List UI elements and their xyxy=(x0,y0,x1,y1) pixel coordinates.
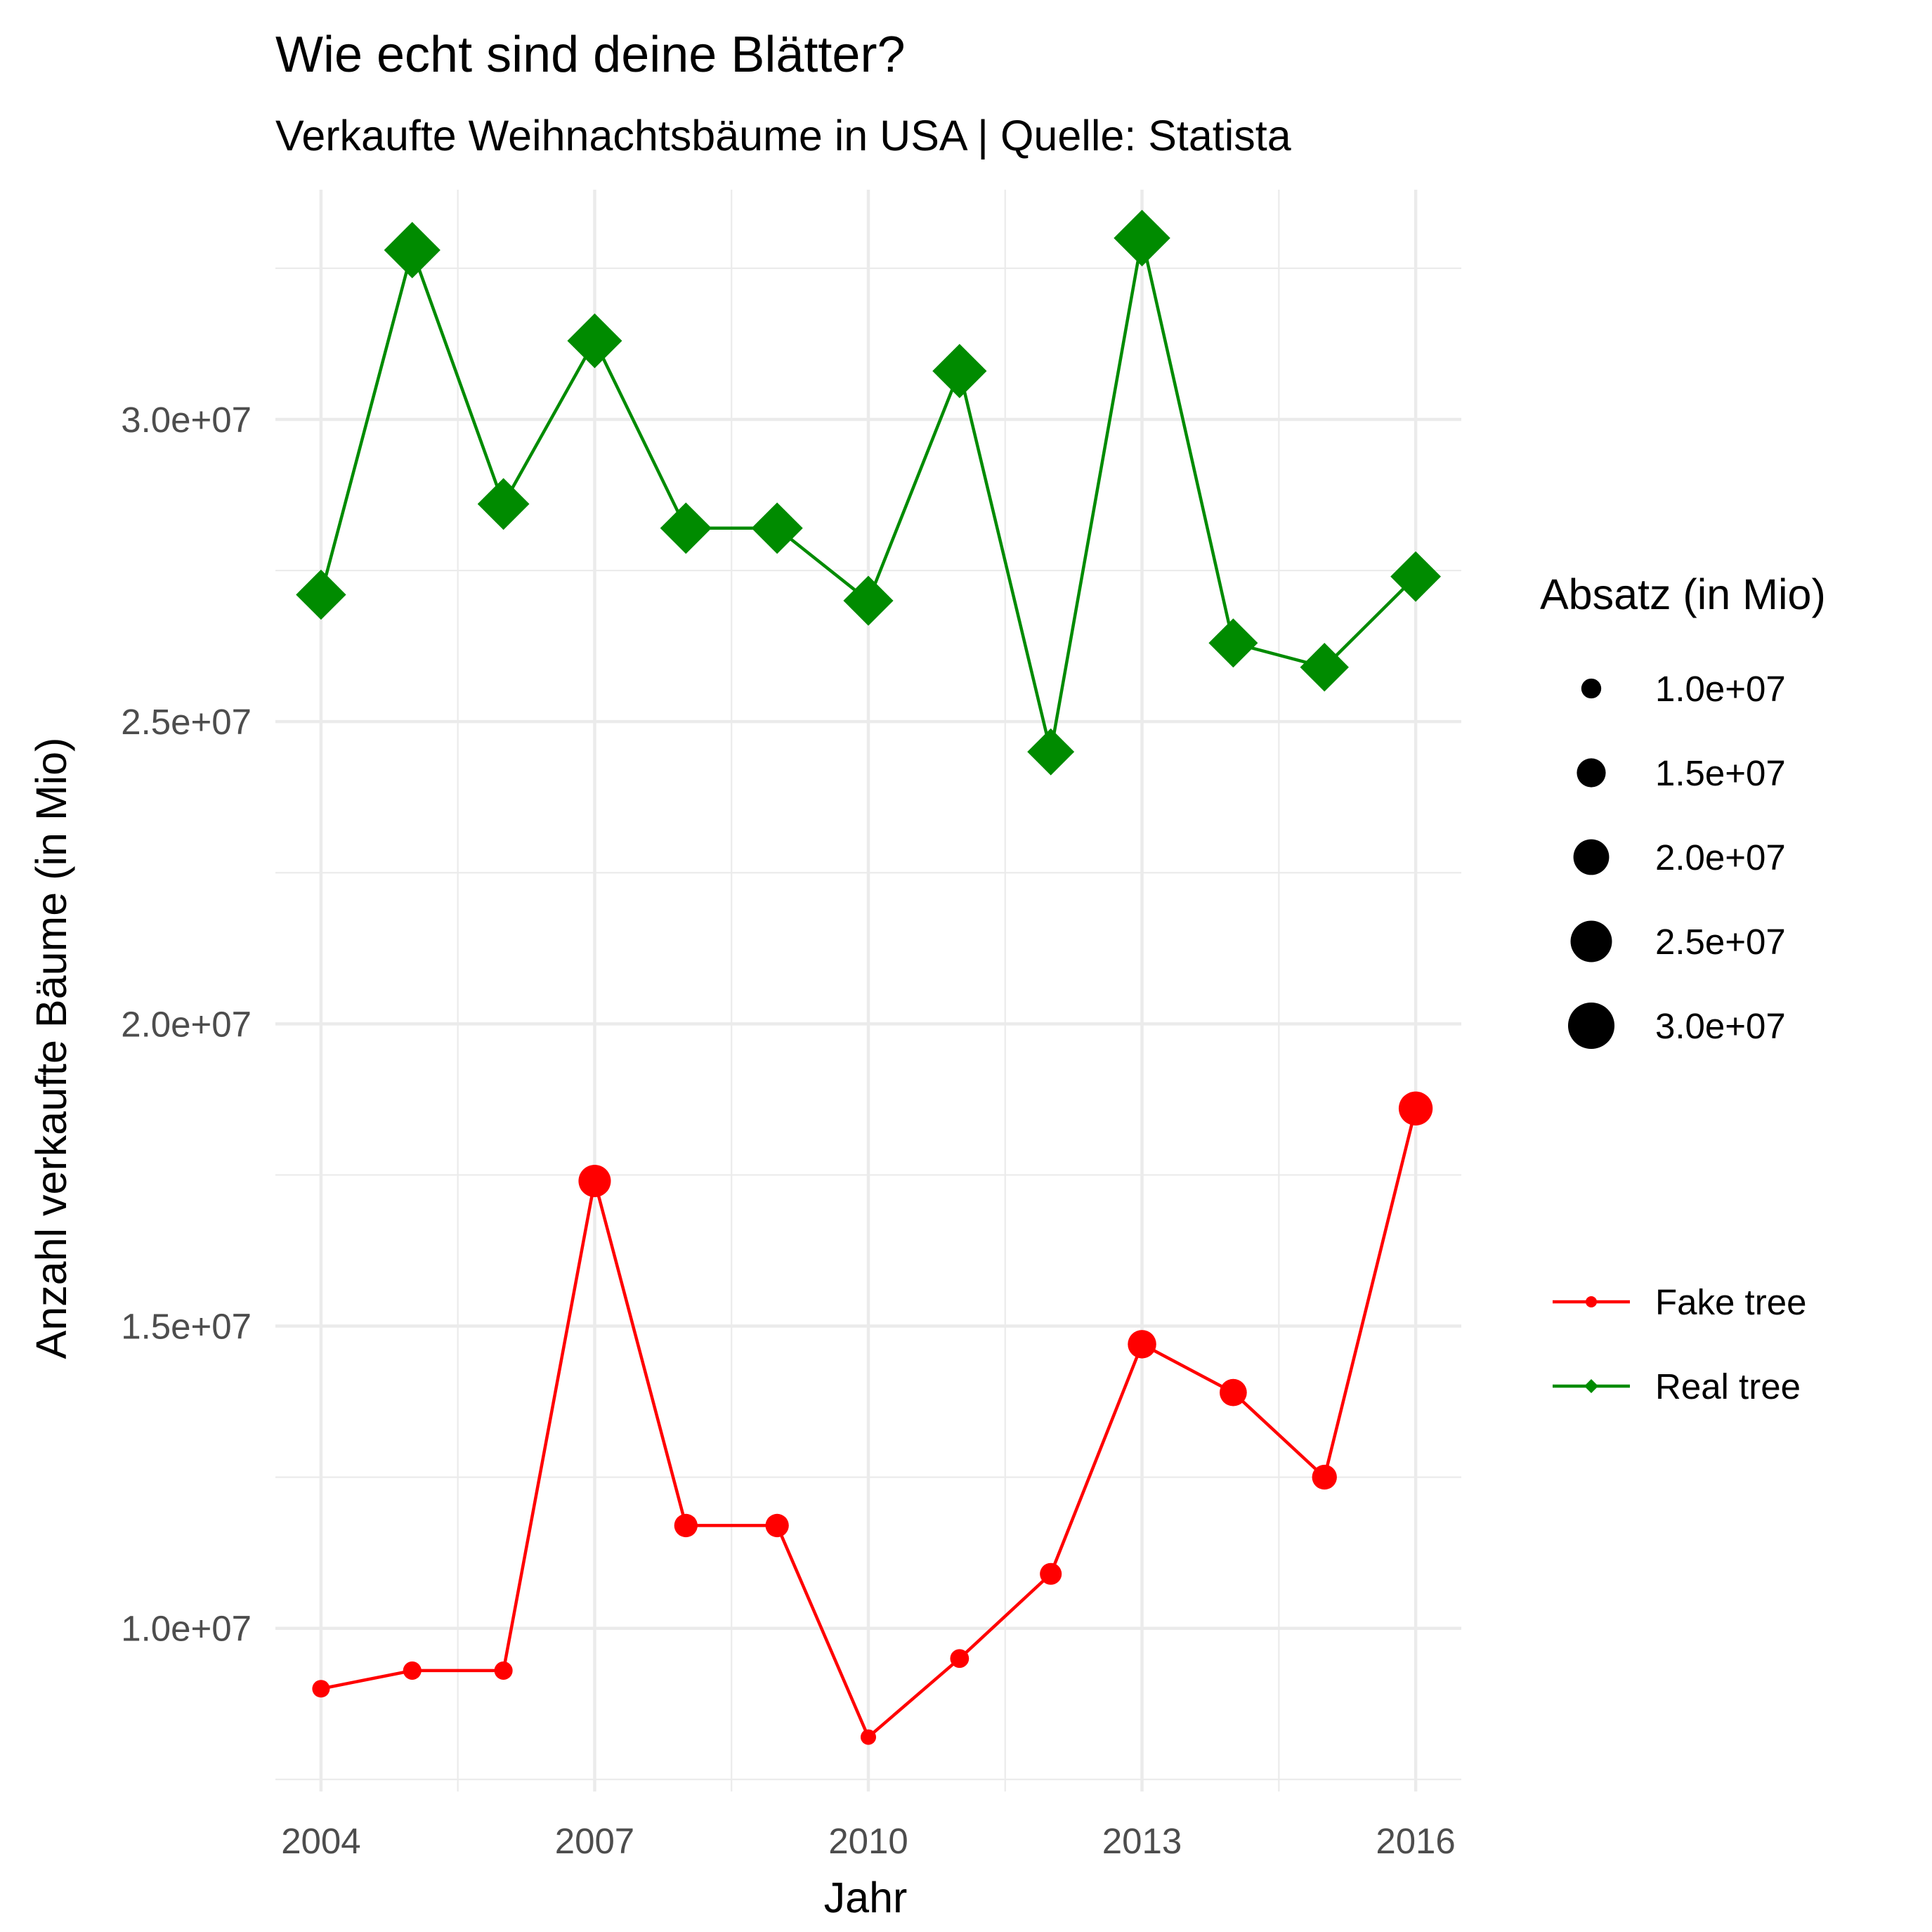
data-point-real-tree xyxy=(1300,643,1349,692)
data-point-real-tree xyxy=(843,575,894,626)
data-point-real-tree xyxy=(932,344,987,398)
y-axis: 1.0e+07 1.5e+07 2.0e+07 2.5e+07 3.0e+07 xyxy=(121,400,252,1649)
color-legend-label: Fake tree xyxy=(1655,1282,1806,1322)
x-tick-label: 2010 xyxy=(828,1821,908,1861)
size-legend-key xyxy=(1567,1002,1615,1050)
size-legend-key xyxy=(1570,920,1612,962)
size-legend: Absatz (in Mio) 1.0e+07 1.5e+07 2.0e+07 2.5… xyxy=(1540,570,1826,1050)
y-tick-label: 1.0e+07 xyxy=(121,1609,252,1649)
color-legend: Fake tree Real tree xyxy=(1553,1282,1806,1406)
data-point-real-tree xyxy=(1390,551,1441,602)
data-point-real-tree xyxy=(384,221,440,279)
size-legend-label: 2.0e+07 xyxy=(1655,837,1786,877)
color-legend-marker xyxy=(1586,1296,1597,1307)
x-tick-label: 2016 xyxy=(1376,1821,1455,1861)
data-point-real-tree xyxy=(1114,209,1170,267)
size-legend-label: 1.0e+07 xyxy=(1655,669,1786,709)
data-point-fake-tree xyxy=(861,1729,876,1745)
color-legend-marker xyxy=(1584,1379,1598,1393)
data-point-fake-tree xyxy=(1398,1091,1433,1125)
y-tick-label: 2.0e+07 xyxy=(121,1004,252,1044)
data-point-real-tree xyxy=(567,313,622,369)
y-axis-title: Anzahl verkaufte Bäume (in Mio) xyxy=(27,738,75,1359)
data-point-real-tree xyxy=(477,478,530,530)
size-legend-label: 2.5e+07 xyxy=(1655,922,1786,962)
data-point-fake-tree xyxy=(765,1513,789,1538)
data-point-real-tree xyxy=(660,502,712,554)
grid xyxy=(275,190,1461,1791)
data-point-real-tree xyxy=(296,569,346,620)
x-tick-label: 2004 xyxy=(281,1821,360,1861)
data-point-fake-tree xyxy=(1312,1464,1337,1490)
data-point-fake-tree xyxy=(1040,1562,1062,1585)
data-point-fake-tree xyxy=(674,1513,698,1538)
size-legend-label: 3.0e+07 xyxy=(1655,1006,1786,1046)
series-points xyxy=(296,209,1441,1745)
data-point-fake-tree xyxy=(312,1680,330,1698)
size-legend-key xyxy=(1577,758,1606,788)
size-legend-key xyxy=(1573,839,1610,875)
size-legend-title: Absatz (in Mio) xyxy=(1540,570,1826,618)
data-point-fake-tree xyxy=(1128,1330,1156,1359)
data-point-fake-tree xyxy=(403,1661,422,1680)
data-point-real-tree xyxy=(1208,618,1258,668)
x-axis-title: Jahr xyxy=(824,1874,908,1921)
size-legend-key xyxy=(1581,678,1602,699)
size-legend-label: 1.5e+07 xyxy=(1655,753,1786,793)
x-tick-label: 2013 xyxy=(1102,1821,1182,1861)
data-point-real-tree xyxy=(1027,728,1075,776)
data-point-fake-tree xyxy=(950,1649,970,1669)
y-tick-label: 2.5e+07 xyxy=(121,702,252,742)
color-legend-label: Real tree xyxy=(1655,1366,1801,1406)
x-tick-label: 2007 xyxy=(555,1821,634,1861)
chart-title: Wie echt sind deine Blätter? xyxy=(275,27,905,83)
y-tick-label: 1.5e+07 xyxy=(121,1307,252,1347)
y-tick-label: 3.0e+07 xyxy=(121,400,252,440)
data-point-fake-tree xyxy=(494,1661,513,1680)
data-point-fake-tree xyxy=(1220,1378,1247,1406)
chart-subtitle: Verkaufte Weihnachtsbäume in USA | Quell… xyxy=(275,112,1291,159)
data-point-real-tree xyxy=(751,502,803,554)
data-point-fake-tree xyxy=(578,1164,611,1198)
x-axis: 2004 2007 2010 2013 2016 xyxy=(281,1821,1456,1861)
